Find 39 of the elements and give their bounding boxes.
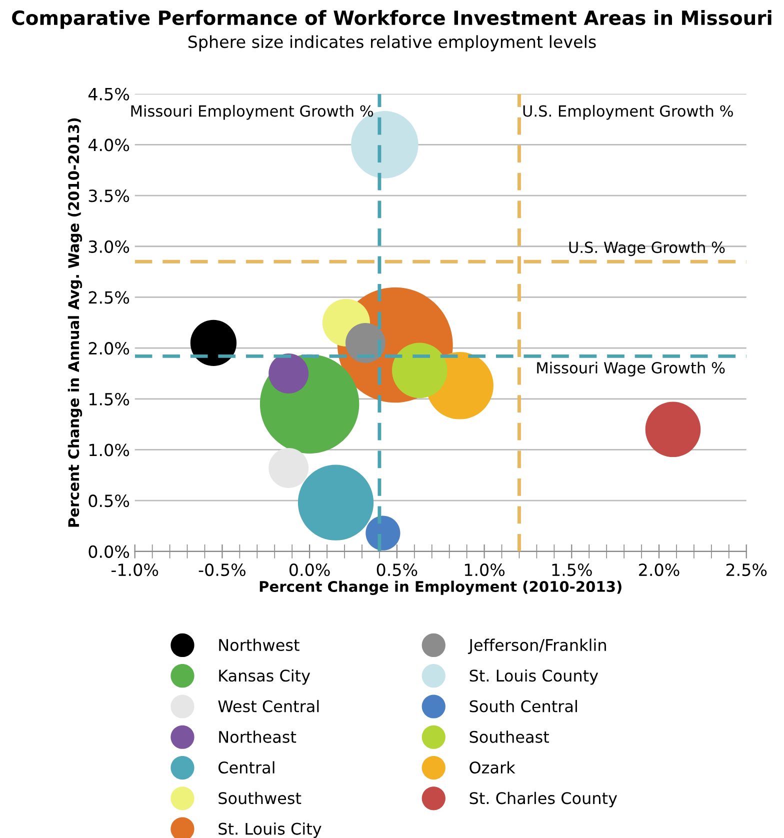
y-tick-label: 4.0% (88, 138, 130, 152)
y-tick-label: 4.5% (88, 88, 130, 100)
y-tick-label: 2.5% (88, 291, 130, 304)
legend-label: Northeast (219, 730, 296, 743)
legend-label: Jefferson/Franklin (468, 638, 606, 654)
x-tick-label: 0.0% (289, 564, 330, 576)
legend-label: St. Louis County (470, 669, 598, 685)
y-tick-label: 1.5% (89, 392, 130, 406)
x-tick-label: 1.0% (464, 564, 505, 576)
legend-label: Central (218, 761, 274, 774)
legend-label: Southeast (470, 730, 549, 743)
ref-line-label: Missouri Employment Growth % (131, 104, 374, 120)
legend-label: West Central (218, 700, 319, 712)
x-tick-label: 1.5% (552, 564, 592, 576)
legend-label: St. Louis City (218, 822, 322, 838)
x-tick-label: 2.5% (726, 564, 767, 576)
y-axis-title: Percent Change in Annual Avg. Wage (2010-2013) (68, 118, 82, 527)
ref-line-label: U.S. Wage Growth % (569, 241, 725, 256)
y-tick-label: 1.0% (89, 444, 130, 456)
chart-subtitle: Sphere size indicates relative employment levels (188, 35, 596, 52)
legend-label: Kansas City (219, 669, 310, 685)
y-tick-label: 0.0% (88, 545, 130, 558)
x-tick-label: -0.5% (198, 564, 246, 576)
chart-title: Comparative Performance of Workforce Investment Areas in Missouri (12, 10, 772, 29)
legend-label: Southwest (218, 792, 302, 804)
legend-label: Northwest (219, 638, 300, 652)
x-tick-label: 0.5% (376, 564, 418, 576)
y-tick-label: 2.0% (88, 342, 130, 355)
x-tick-label: -1.0% (111, 564, 158, 576)
y-tick-label: 3.5% (88, 189, 130, 202)
y-tick-label: 0.5% (88, 494, 130, 508)
x-tick-label: 2.0% (639, 564, 680, 576)
y-tick-label: 3.0% (88, 240, 130, 253)
ref-line-label: Missouri Wage Growth % (537, 362, 725, 377)
legend-label: Ozark (470, 761, 516, 774)
legend-label: South Central (470, 700, 577, 712)
x-axis-title: Percent Change in Employment (2010-2013) (260, 580, 622, 595)
legend-label: St. Charles County (470, 792, 618, 808)
ref-line-label: U.S. Employment Growth % (523, 104, 733, 120)
